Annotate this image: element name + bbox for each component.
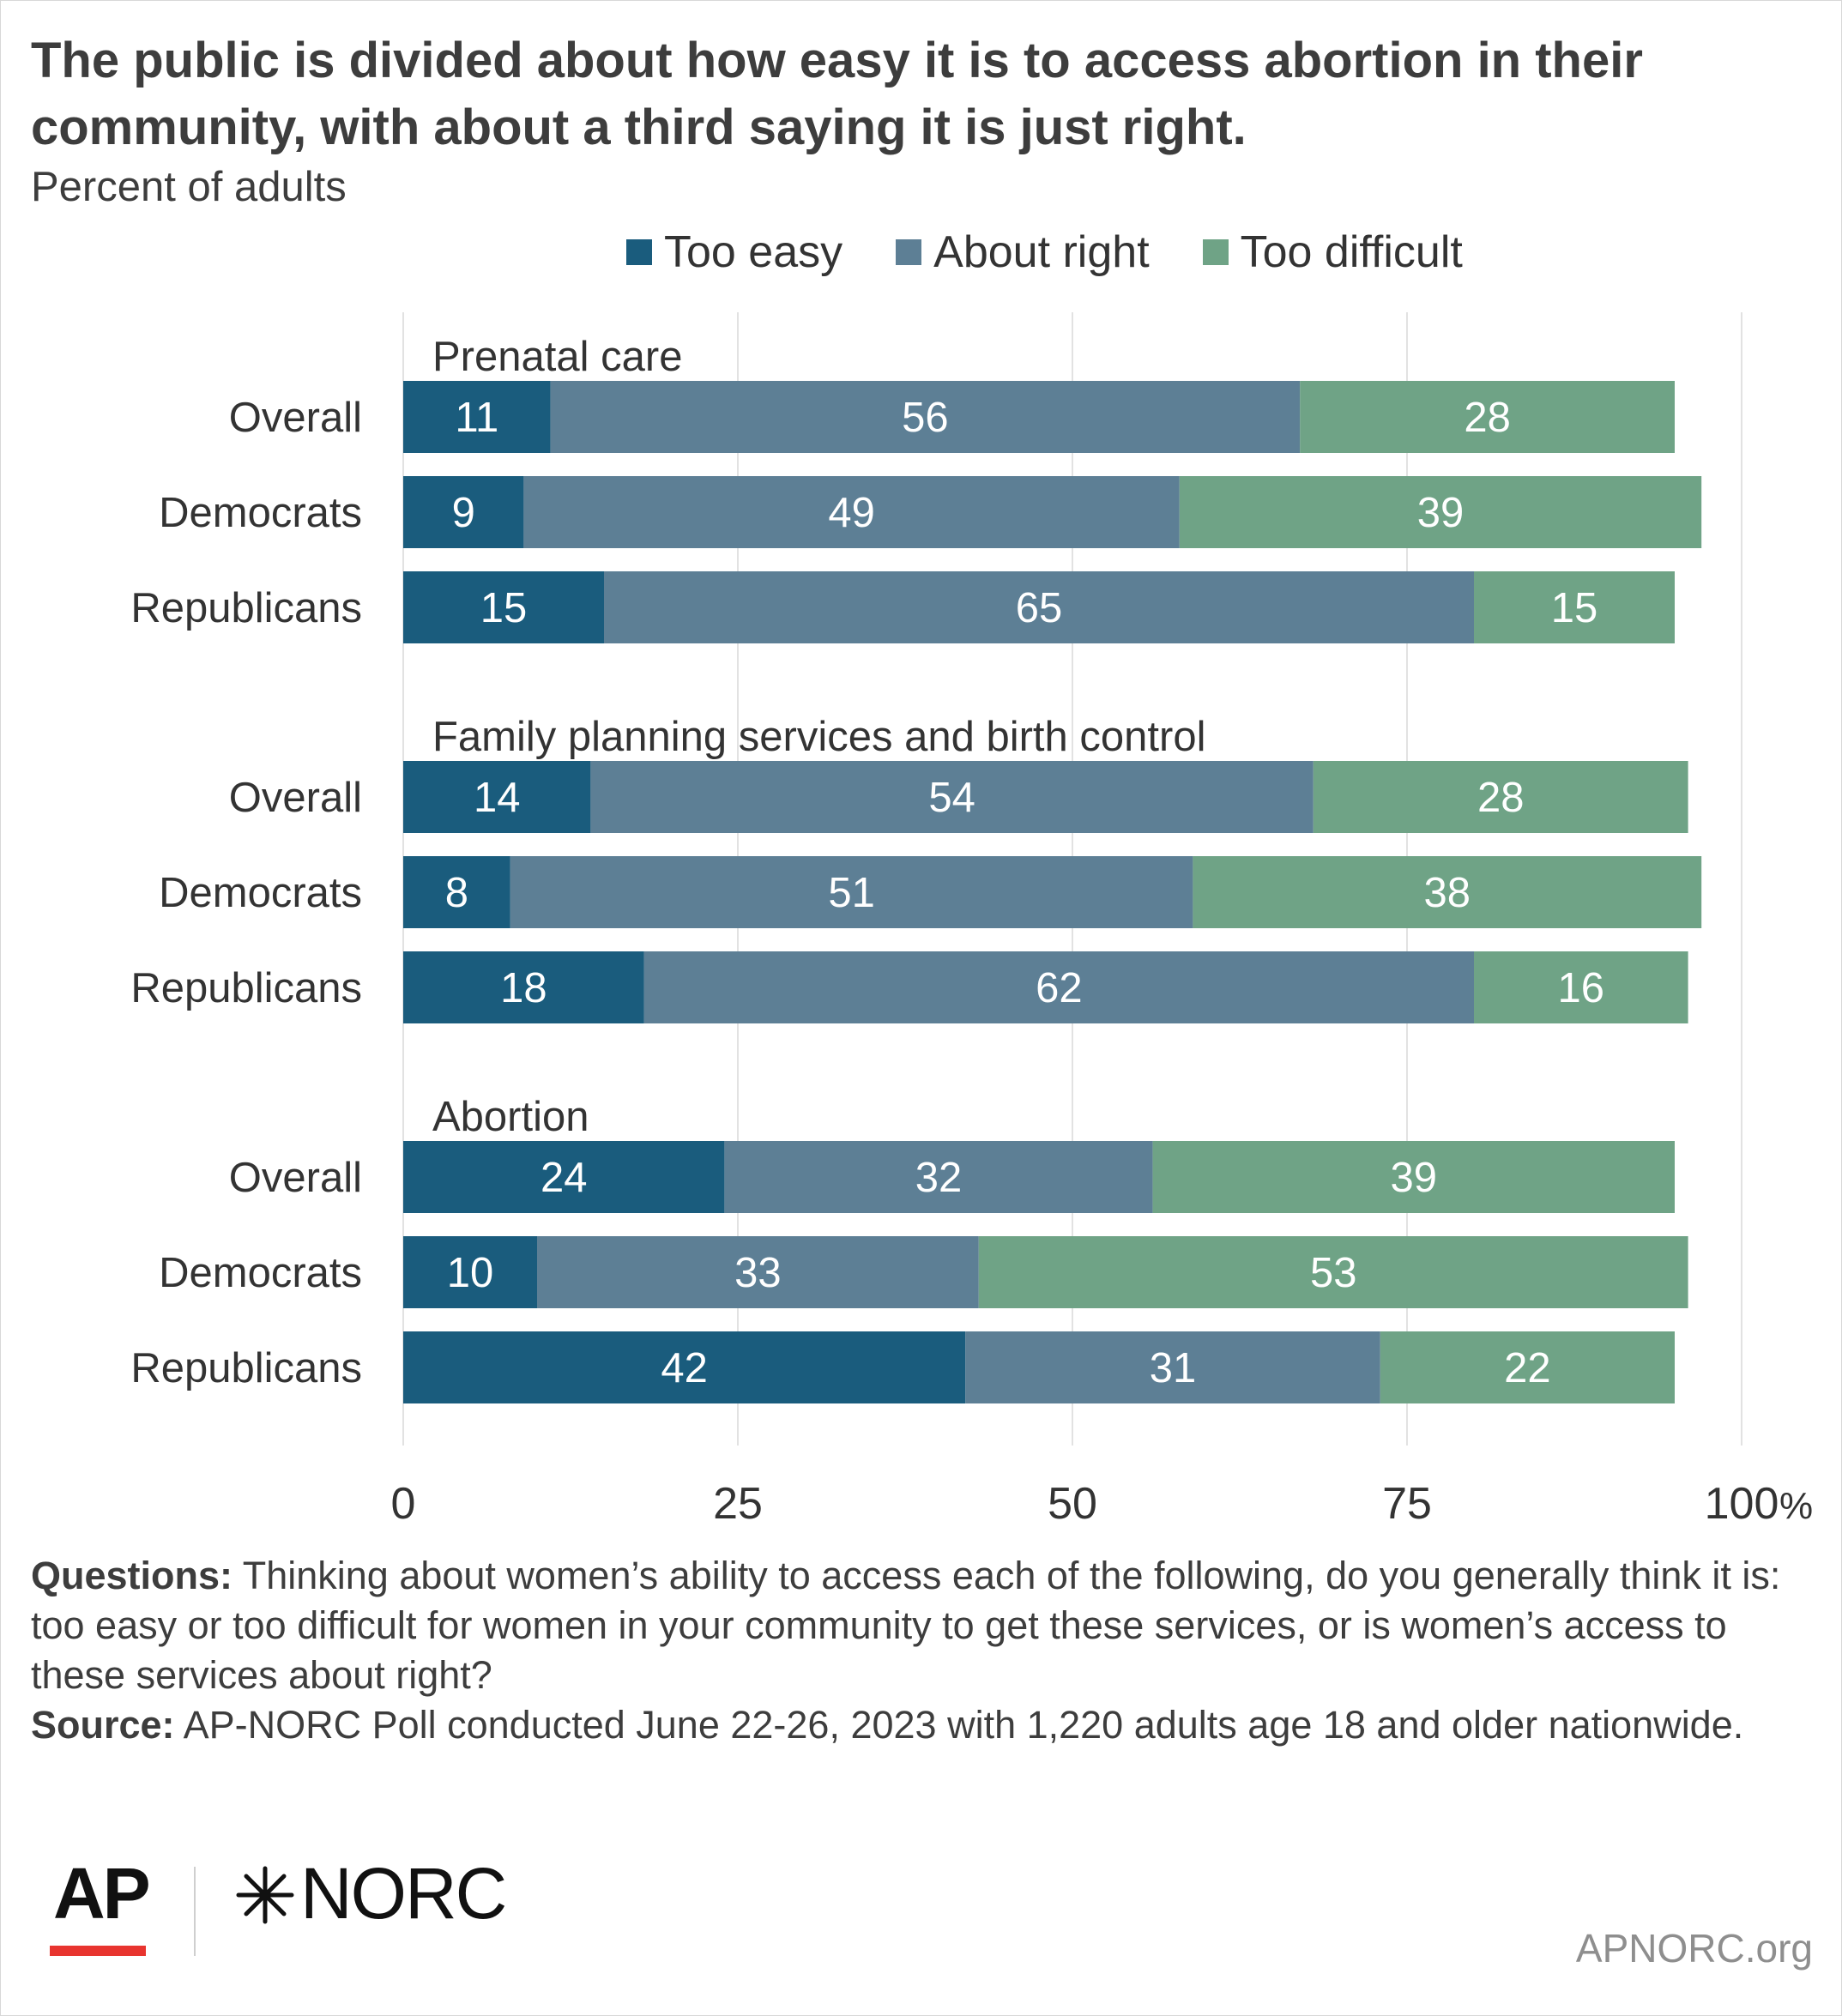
bar-segment-too-difficult: [1474, 951, 1688, 1023]
bar-segment-too-difficult: [1152, 1141, 1675, 1213]
bar-segment-about-right: [550, 381, 1301, 453]
row-label: Republicans: [130, 1345, 362, 1391]
bar-segment-too-difficult: [1313, 761, 1688, 833]
ap-logo-bar: [50, 1946, 146, 1956]
row-label: Republicans: [130, 585, 362, 631]
data-label-too-easy: 15: [480, 585, 528, 631]
row-label: Democrats: [159, 490, 362, 536]
questions-text: Thinking about women’s ability to access…: [31, 1554, 1781, 1697]
data-label-too-easy: 8: [445, 870, 468, 916]
x-unit-label: %: [1779, 1485, 1813, 1527]
bar-segment-too-difficult: [978, 1236, 1688, 1308]
x-tick-label: 25: [713, 1479, 763, 1529]
stacked-bar-chart: Prenatal care Overall 11 56 28 Democrats 9 49 39…: [130, 312, 1813, 1529]
legend-swatch-about-right: [896, 239, 922, 265]
site-link[interactable]: APNORC.org: [1575, 1926, 1813, 1971]
bar-segment-about-right: [643, 951, 1474, 1023]
bar-segment-about-right: [510, 856, 1193, 928]
bar-segment-too-difficult: [1179, 476, 1702, 548]
data-label-too-difficult: 15: [1551, 585, 1598, 631]
bar-segment-about-right: [604, 571, 1474, 643]
bar-segment-too-easy: [403, 571, 604, 643]
data-label-too-difficult: 28: [1464, 395, 1511, 441]
bar-segment-too-difficult: [1474, 571, 1675, 643]
data-label-too-difficult: 39: [1391, 1155, 1438, 1201]
questions-label: Questions:: [31, 1554, 233, 1597]
data-label-about-right: 65: [1016, 585, 1063, 631]
data-label-about-right: 62: [1036, 965, 1083, 1011]
data-label-too-difficult: 22: [1504, 1345, 1551, 1391]
bar-segment-about-right: [523, 476, 1180, 548]
bar-segment-too-easy: [403, 856, 510, 928]
bar-segment-too-difficult: [1300, 381, 1675, 453]
legend-item-too-easy: Too easy: [626, 226, 842, 278]
source-note: Source: AP-NORC Poll conducted June 22-2…: [31, 1700, 1815, 1750]
legend-label-too-easy: Too easy: [664, 227, 843, 277]
group-label: Prenatal care: [432, 334, 682, 380]
data-label-too-difficult: 53: [1310, 1250, 1357, 1296]
legend-label-too-difficult: Too difficult: [1240, 227, 1463, 277]
row-label: Overall: [229, 775, 362, 821]
chart-subtitle: Percent of adults: [31, 164, 347, 210]
questions-note: Questions: Thinking about women’s abilit…: [31, 1551, 1815, 1700]
legend-label-about-right: About right: [933, 227, 1150, 277]
x-tick-label: 50: [1048, 1479, 1097, 1529]
bar-segment-too-easy: [403, 476, 524, 548]
bar-segment-too-easy: [403, 381, 551, 453]
row-label: Overall: [229, 395, 362, 441]
source-text: AP-NORC Poll conducted June 22-26, 2023 …: [174, 1703, 1744, 1747]
data-label-too-difficult: 39: [1417, 490, 1465, 536]
x-tick-label: 100: [1705, 1479, 1779, 1529]
data-label-about-right: 33: [734, 1250, 782, 1296]
bar-segment-too-easy: [403, 1331, 966, 1403]
data-label-too-easy: 24: [541, 1155, 588, 1201]
bar-segment-too-easy: [403, 951, 644, 1023]
bar-segment-too-easy: [403, 1141, 725, 1213]
row-label: Overall: [229, 1155, 362, 1201]
data-label-too-easy: 10: [447, 1250, 494, 1296]
source-label: Source:: [31, 1703, 175, 1747]
bar-segment-too-easy: [403, 1236, 537, 1308]
data-label-too-easy: 42: [661, 1345, 708, 1391]
data-label-about-right: 32: [915, 1155, 963, 1201]
data-label-too-difficult: 28: [1477, 775, 1525, 821]
legend-swatch-too-difficult: [1202, 239, 1229, 265]
x-tick-label: 75: [1382, 1479, 1432, 1529]
row-label: Democrats: [159, 1250, 362, 1296]
data-label-too-easy: 18: [500, 965, 547, 1011]
data-label-about-right: 56: [902, 395, 949, 441]
bar-segment-about-right: [537, 1236, 979, 1308]
chart-notes: Questions: Thinking about women’s abilit…: [31, 1551, 1815, 1750]
data-label-too-easy: 9: [452, 490, 475, 536]
row-label: Democrats: [159, 870, 362, 916]
data-label-too-easy: 11: [455, 395, 498, 441]
data-label-too-easy: 14: [474, 775, 521, 821]
chart-title: The public is divided about how easy it …: [31, 33, 1643, 155]
chart-legend: Too easy About right Too difficult: [626, 225, 1516, 280]
bar-segment-about-right: [965, 1331, 1380, 1403]
bar-segment-too-easy: [403, 761, 591, 833]
data-label-too-difficult: 16: [1558, 965, 1605, 1011]
ap-logo: AP: [53, 1853, 151, 1934]
legend-swatch-too-easy: [626, 239, 652, 265]
legend-item-too-difficult: Too difficult: [1202, 226, 1463, 278]
legend-item-about-right: About right: [896, 226, 1150, 278]
data-label-too-difficult: 38: [1424, 870, 1471, 916]
data-label-about-right: 49: [828, 490, 875, 536]
row-label: Republicans: [130, 965, 362, 1011]
norc-logo: NORC: [300, 1853, 507, 1934]
bar-segment-too-difficult: [1193, 856, 1702, 928]
data-label-about-right: 31: [1150, 1345, 1197, 1391]
norc-star-icon: [236, 1866, 294, 1924]
data-label-about-right: 54: [928, 775, 975, 821]
group-label: Abortion: [432, 1094, 589, 1140]
logo-divider: [194, 1867, 196, 1956]
x-tick-label: 0: [391, 1479, 416, 1529]
data-label-about-right: 51: [828, 870, 875, 916]
bar-segment-about-right: [724, 1141, 1153, 1213]
bar-segment-about-right: [590, 761, 1314, 833]
bar-segment-too-difficult: [1380, 1331, 1675, 1403]
group-label: Family planning services and birth contr…: [432, 714, 1205, 760]
